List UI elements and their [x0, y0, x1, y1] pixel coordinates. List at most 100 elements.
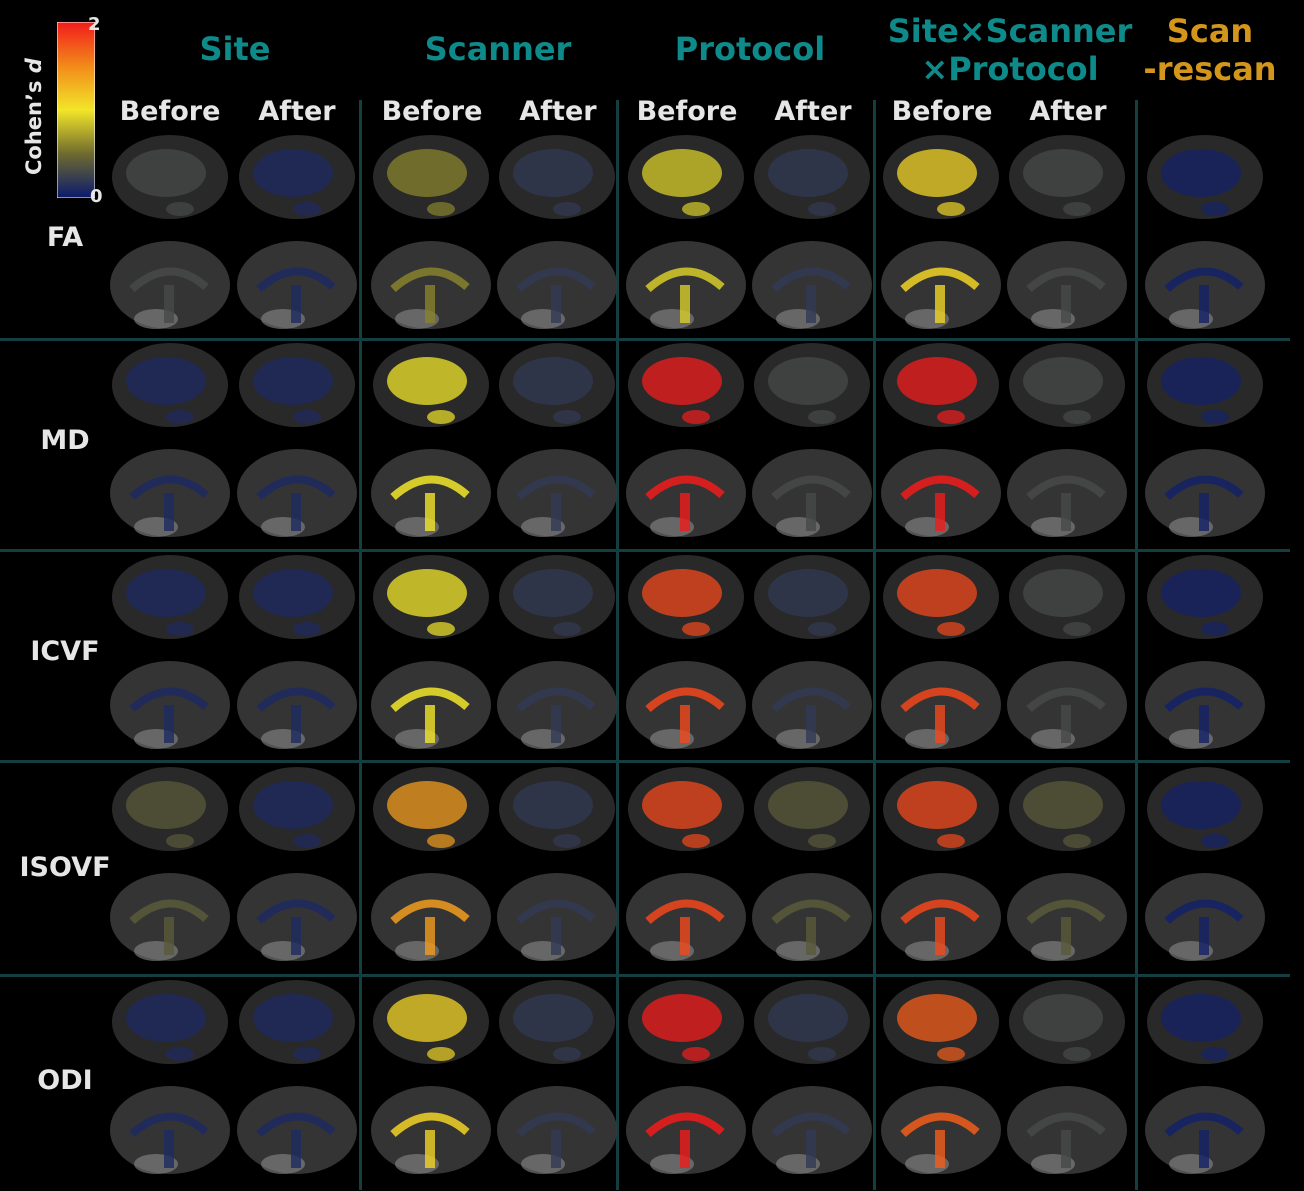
brain-medial-stem	[291, 1130, 301, 1168]
brain-lateral-cerebellum	[553, 834, 581, 848]
brain-medial-callosum	[771, 1112, 851, 1138]
brain-medial-callosum	[516, 475, 596, 501]
brain-cell	[1007, 135, 1127, 329]
brain-lateral-overlay	[1023, 569, 1103, 617]
brain-medial-stem	[291, 917, 301, 955]
colorbar-gradient	[57, 22, 95, 198]
brain-medial-callosum	[390, 899, 470, 925]
brain-lateral-overlay	[513, 569, 593, 617]
brain-lateral-cerebellum	[937, 202, 965, 216]
brain-lateral-overlay	[1023, 994, 1103, 1042]
brain-medial-stem	[680, 1130, 690, 1168]
brain-lateral-overlay	[642, 781, 722, 829]
brain-cell	[626, 555, 746, 749]
separator-h4	[0, 974, 1290, 977]
separator-v1	[359, 100, 362, 1190]
brain-lateral-overlay	[387, 781, 467, 829]
brain-cell	[1007, 980, 1127, 1174]
brain-medial-callosum	[390, 687, 470, 713]
brain-lateral-cerebellum	[293, 834, 321, 848]
brain-medial-stem	[806, 493, 816, 531]
brain-medial-stem	[935, 1130, 945, 1168]
brain-lateral-cerebellum	[166, 1047, 194, 1061]
brain-lateral-cerebellum	[293, 622, 321, 636]
brain-medial-stem	[1199, 493, 1209, 531]
brain-lateral-cerebellum	[166, 202, 194, 216]
brain-lateral-overlay	[642, 569, 722, 617]
scanner-before-label: Before	[381, 96, 483, 127]
brain-medial-stem	[164, 1130, 174, 1168]
brain-medial-callosum	[390, 475, 470, 501]
brain-lateral-overlay	[897, 149, 977, 197]
brain-lateral-overlay	[768, 569, 848, 617]
brain-medial-stem	[1061, 917, 1071, 955]
brain-cell	[497, 767, 617, 961]
brain-medial-stem	[680, 917, 690, 955]
brain-medial-stem	[291, 493, 301, 531]
brain-medial-callosum	[129, 899, 209, 925]
brain-medial-callosum	[771, 687, 851, 713]
brain-medial-stem	[551, 1130, 561, 1168]
brain-lateral-cerebellum	[293, 1047, 321, 1061]
brain-lateral-overlay	[768, 994, 848, 1042]
brain-medial-stem	[806, 705, 816, 743]
brain-lateral-cerebellum	[1201, 834, 1229, 848]
brain-lateral-cerebellum	[166, 622, 194, 636]
brain-cell	[752, 135, 872, 329]
brain-medial-callosum	[1026, 1112, 1106, 1138]
brain-lateral-overlay	[897, 357, 977, 405]
brain-medial-stem	[551, 493, 561, 531]
brain-lateral-overlay	[897, 569, 977, 617]
brain-medial-callosum	[900, 899, 980, 925]
brain-cell	[1007, 767, 1127, 961]
row-label-odi: ODI	[37, 1065, 93, 1096]
brain-lateral-cerebellum	[1063, 410, 1091, 424]
brain-cell	[752, 980, 872, 1174]
brain-lateral-cerebellum	[682, 1047, 710, 1061]
brain-cell	[881, 980, 1001, 1174]
brain-lateral-overlay	[1023, 357, 1103, 405]
brain-lateral-cerebellum	[937, 834, 965, 848]
brain-lateral-cerebellum	[682, 622, 710, 636]
brain-lateral-overlay	[253, 994, 333, 1042]
brain-cell	[371, 135, 491, 329]
brain-medial-callosum	[390, 1112, 470, 1138]
separator-h1	[0, 338, 1290, 341]
brain-medial-callosum	[1026, 475, 1106, 501]
brain-lateral-overlay	[768, 781, 848, 829]
brain-cell	[237, 767, 357, 961]
brain-medial-stem	[425, 493, 435, 531]
brain-medial-callosum	[1164, 899, 1244, 925]
brain-lateral-overlay	[1023, 149, 1103, 197]
brain-medial-callosum	[771, 899, 851, 925]
brain-medial-stem	[164, 285, 174, 323]
brain-lateral-cerebellum	[427, 622, 455, 636]
brain-cell	[881, 135, 1001, 329]
brain-medial-callosum	[900, 687, 980, 713]
brain-medial-callosum	[129, 1112, 209, 1138]
brain-cell	[881, 767, 1001, 961]
brain-medial-callosum	[1164, 475, 1244, 501]
brain-cell	[237, 343, 357, 537]
brain-medial-stem	[680, 705, 690, 743]
brain-medial-stem	[935, 705, 945, 743]
brain-medial-stem	[935, 285, 945, 323]
brain-lateral-cerebellum	[427, 834, 455, 848]
brain-lateral-cerebellum	[1201, 1047, 1229, 1061]
brain-cell	[881, 343, 1001, 537]
brain-medial-stem	[164, 917, 174, 955]
row-label-fa: FA	[46, 222, 84, 253]
brain-medial-callosum	[256, 1112, 336, 1138]
brain-lateral-overlay	[387, 149, 467, 197]
brain-cell	[1145, 767, 1265, 961]
row-label-md: MD	[40, 425, 90, 456]
brain-cell	[110, 135, 230, 329]
brain-medial-stem	[551, 705, 561, 743]
group-title-site: Site	[199, 30, 271, 68]
brain-medial-callosum	[1164, 687, 1244, 713]
protocol-after-label: After	[774, 96, 852, 127]
brain-cell	[626, 980, 746, 1174]
brain-lateral-overlay	[126, 781, 206, 829]
brain-lateral-overlay	[642, 994, 722, 1042]
brain-lateral-overlay	[387, 357, 467, 405]
